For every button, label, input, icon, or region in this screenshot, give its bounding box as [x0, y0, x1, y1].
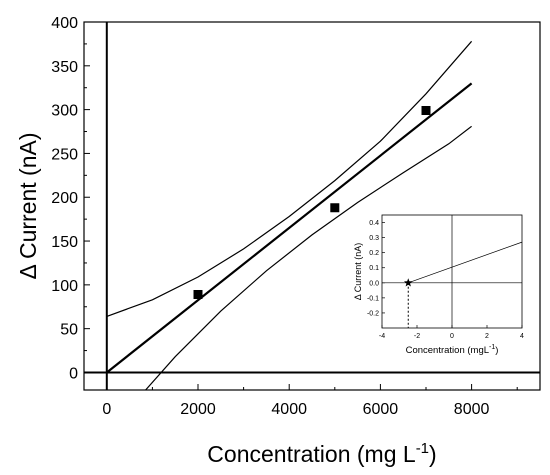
inset-y-tick-label: 0.1: [369, 265, 379, 272]
x-tick-label: 8000: [454, 401, 490, 418]
plot-area: [106, 40, 473, 390]
x-tick-label: 6000: [363, 401, 399, 418]
inset-y-tick-label: -0.2: [367, 310, 379, 317]
y-tick-label: 350: [51, 59, 78, 76]
data-point: [193, 289, 203, 299]
inset-x-tick-label: -2: [414, 333, 420, 340]
upper-confidence-band: [106, 40, 473, 317]
y-tick-label: 200: [51, 190, 78, 207]
x-tick-label: 4000: [271, 401, 307, 418]
inset-x-axis-title-superscript: -1: [489, 344, 495, 351]
inset-x-axis-title: Concentration (mgL-1): [406, 344, 499, 356]
inset-y-axis-title: Δ Current (nA): [353, 243, 363, 301]
x-axis-title-superscript: -1: [416, 440, 429, 457]
inset-star-marker: [403, 278, 413, 287]
data-point: [330, 203, 340, 213]
inset-line: [408, 241, 523, 284]
inset-x-tick-label: 0: [450, 333, 454, 340]
inset-y-tick-label: 0.2: [369, 250, 379, 257]
y-tick-label: 300: [51, 103, 78, 120]
y-axis-title: Δ Current (nA): [15, 132, 41, 279]
data-point: [421, 105, 431, 115]
y-tick-label: 400: [51, 15, 78, 32]
x-tick-label: 2000: [180, 401, 216, 418]
plot-frame: [83, 21, 541, 391]
inset-x-tick-label: 4: [520, 333, 524, 340]
inset-plot: -0.2 -0.1 0.0 0.1 0.2 0.3 0.4 -4 -2 0 2 4 Concentrat…: [353, 214, 524, 356]
x-axis-title-close: ): [429, 441, 437, 467]
x-axis-title: Concentration (mg L-1): [207, 440, 436, 467]
y-tick-label: 150: [51, 234, 78, 251]
x-axis-title-main: Concentration (mg L: [207, 441, 416, 467]
inset-y-tick-label: 0.4: [369, 220, 379, 227]
lower-confidence-band: [145, 125, 472, 390]
y-tick-label: 250: [51, 146, 78, 163]
inset-x-axis-title-close: ): [495, 345, 498, 356]
inset-y-tick-label: -0.1: [367, 295, 379, 302]
y-tick-label: 0: [69, 365, 78, 382]
inset-x-axis-title-main: Concentration (mgL: [406, 345, 489, 356]
regression-line: [106, 82, 473, 374]
y-tick-label: 100: [51, 278, 78, 295]
x-tick-label: 0: [102, 401, 111, 418]
y-tick-label: 50: [60, 322, 78, 339]
inset-y-tick-label: 0.0: [369, 280, 379, 287]
inset-x-tick-label: -4: [379, 333, 385, 340]
inset-x-tick-label: 2: [485, 333, 489, 340]
inset-y-tick-label: 0.3: [369, 235, 379, 242]
